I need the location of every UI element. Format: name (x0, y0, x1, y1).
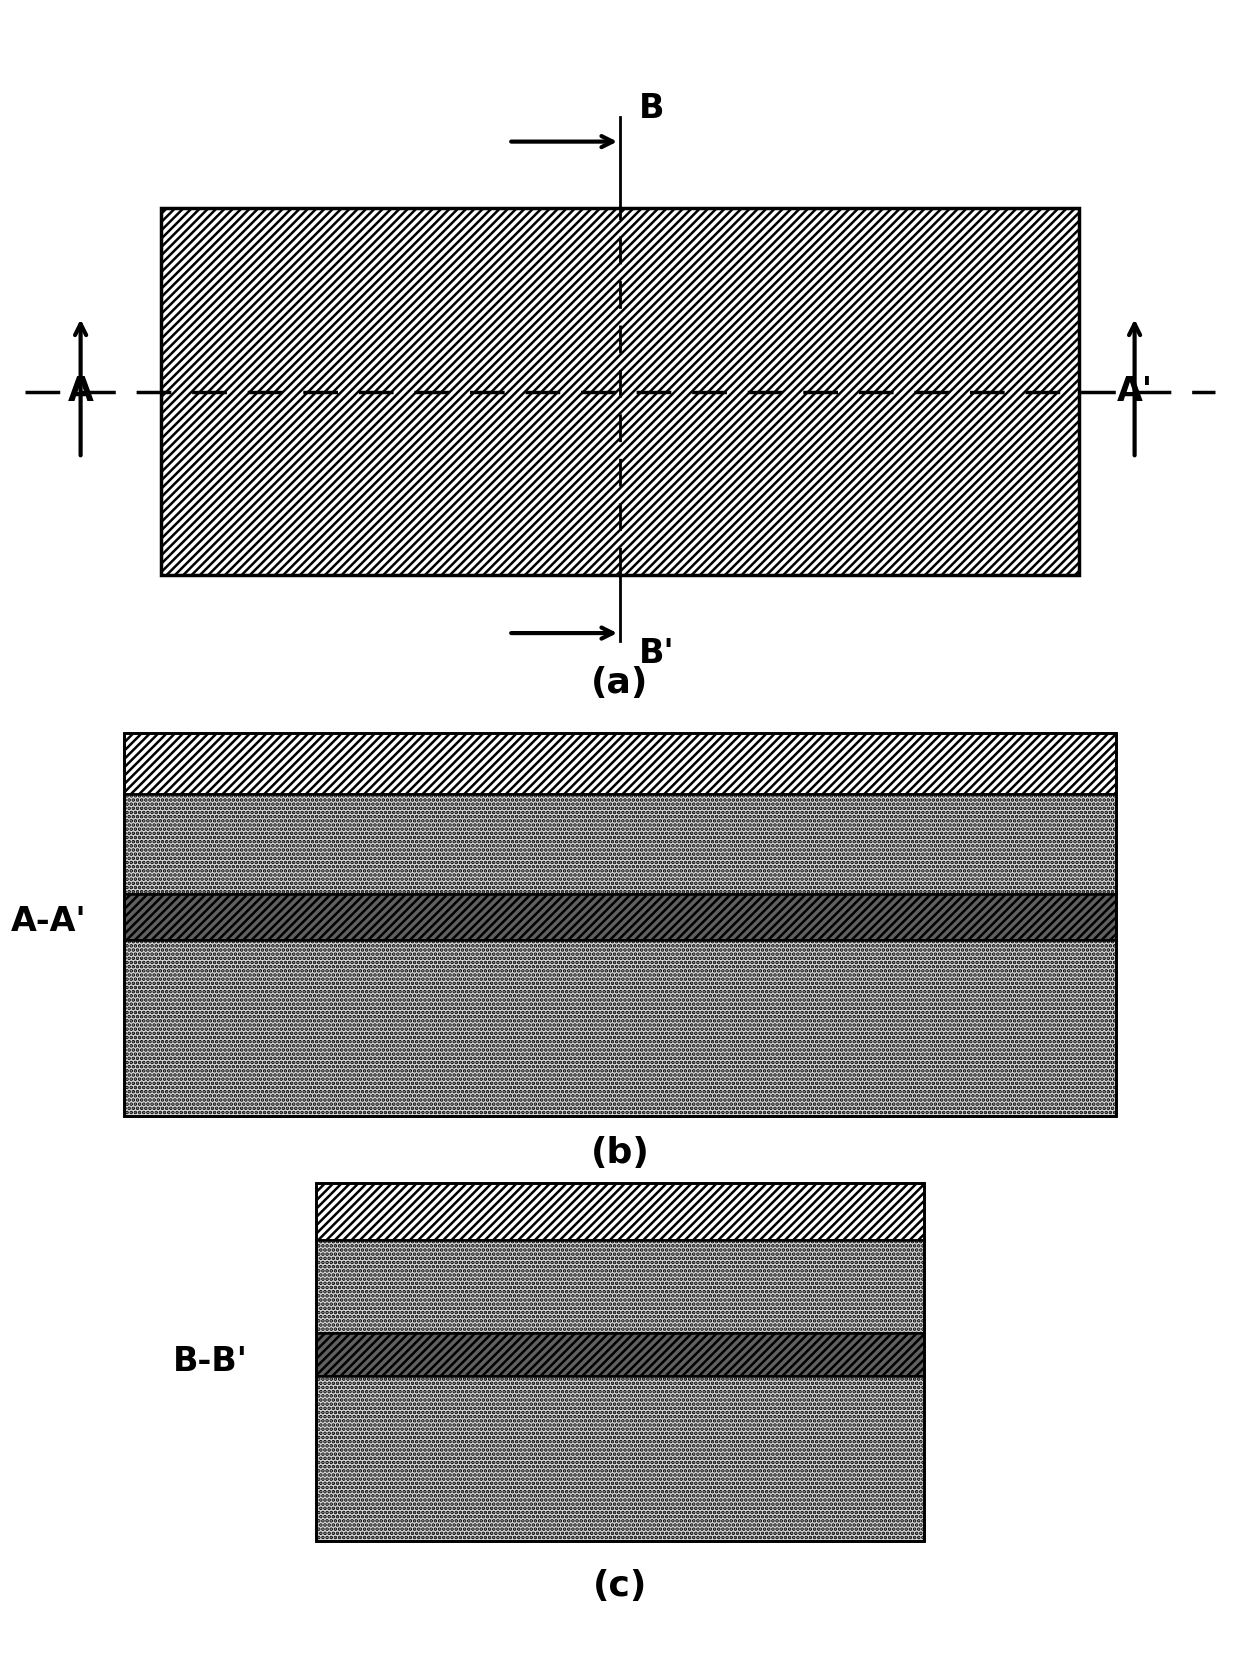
Text: A': A' (1116, 375, 1153, 408)
Text: B-B': B-B' (174, 1344, 248, 1378)
Bar (316, 1376, 924, 1541)
Bar (124, 895, 1116, 940)
Text: (b): (b) (590, 1136, 650, 1170)
Text: B: B (639, 92, 665, 125)
Bar (161, 208, 1079, 575)
Bar (124, 940, 1116, 1116)
Text: B': B' (639, 636, 675, 670)
Bar (124, 733, 1116, 795)
Text: (a): (a) (591, 666, 649, 700)
Bar (316, 1183, 924, 1541)
Bar (316, 1183, 924, 1240)
Text: (c): (c) (593, 1569, 647, 1603)
Bar (124, 733, 1116, 1116)
Bar (124, 795, 1116, 895)
Bar (316, 1240, 924, 1333)
Text: A: A (68, 375, 93, 408)
Bar (316, 1333, 924, 1376)
Text: A-A': A-A' (11, 905, 87, 938)
